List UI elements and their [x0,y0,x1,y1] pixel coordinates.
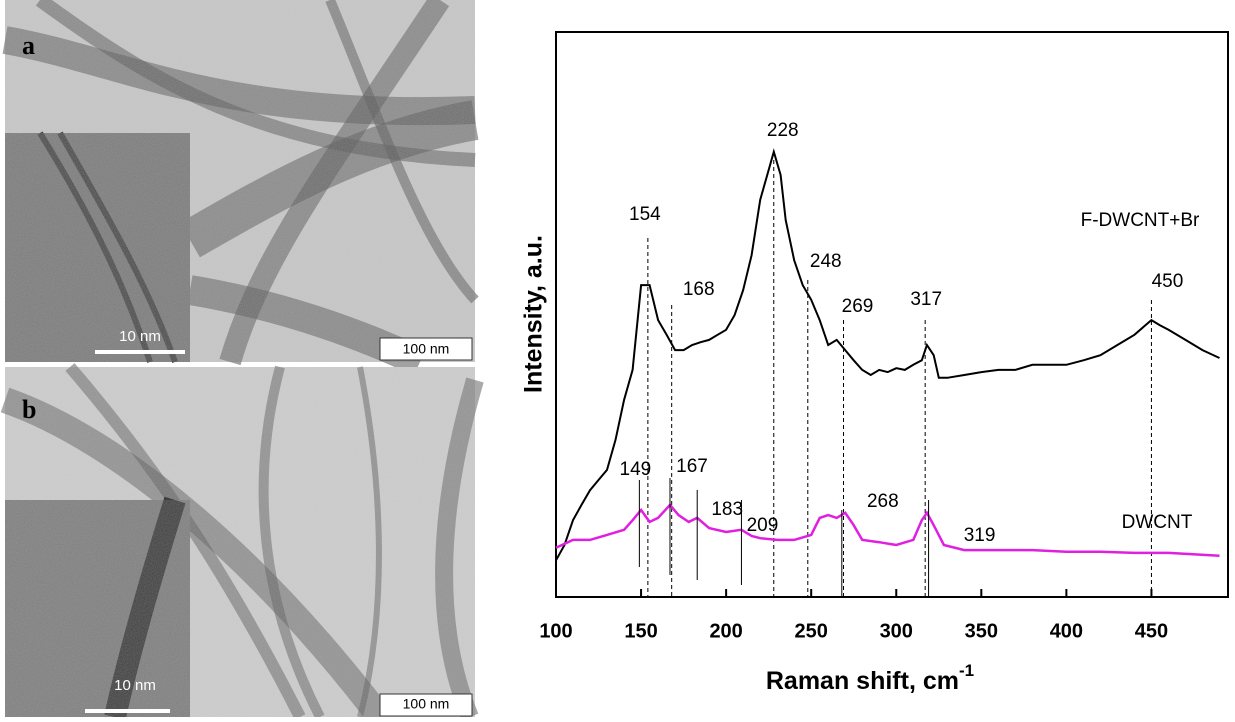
peak-label: 228 [767,120,799,141]
peak-label: 248 [810,251,842,272]
x-tick-label: 150 [624,620,657,642]
x-tick-label: 450 [1135,620,1168,642]
figure: a 10 nm 100 nm b 10 nm 100 nm Intensity,… [0,0,1235,717]
peak-label: 268 [867,491,899,512]
series-label: DWCNT [1122,512,1193,533]
x-tick-label: 300 [880,620,913,642]
panel-label: b [22,395,36,424]
x-tick-label: 400 [1050,620,1083,642]
panel-label: a [22,31,35,60]
x-tick-label: 350 [965,620,998,642]
y-axis-label: Intensity, a.u. [520,235,548,393]
peak-label: 149 [620,459,652,480]
peak-label: 209 [747,515,779,536]
x-axis-label-sup: -1 [959,661,974,680]
scale-label: 100 nm [403,341,450,357]
scale-label: 100 nm [403,696,450,712]
page: a 10 nm 100 nm b 10 nm 100 nm Intensity,… [0,0,1235,722]
peak-label: 167 [676,456,708,477]
peak-label: 168 [683,279,715,300]
peak-label: 269 [842,296,874,317]
x-axis-label: Raman shift, cm-1 [766,661,974,694]
peak-label: 317 [910,289,942,310]
inset-scale: 10 nm [114,677,156,694]
inset-scale: 10 nm [119,328,161,345]
peak-label: 319 [964,525,996,546]
peak-label: 183 [711,499,743,520]
tem-panel-b: b 10 nm 100 nm [5,367,475,717]
x-axis-label-text: Raman shift, cm [766,667,959,695]
x-tick-label: 250 [795,620,828,642]
tem-panel-a: a 10 nm 100 nm [5,0,475,362]
x-tick-label: 100 [539,620,572,642]
peak-label: 154 [629,204,661,225]
peak-label: 450 [1152,271,1184,292]
x-tick-label: 200 [709,620,742,642]
series-line [556,505,1220,556]
series-label: F-DWCNT+Br [1081,210,1200,231]
